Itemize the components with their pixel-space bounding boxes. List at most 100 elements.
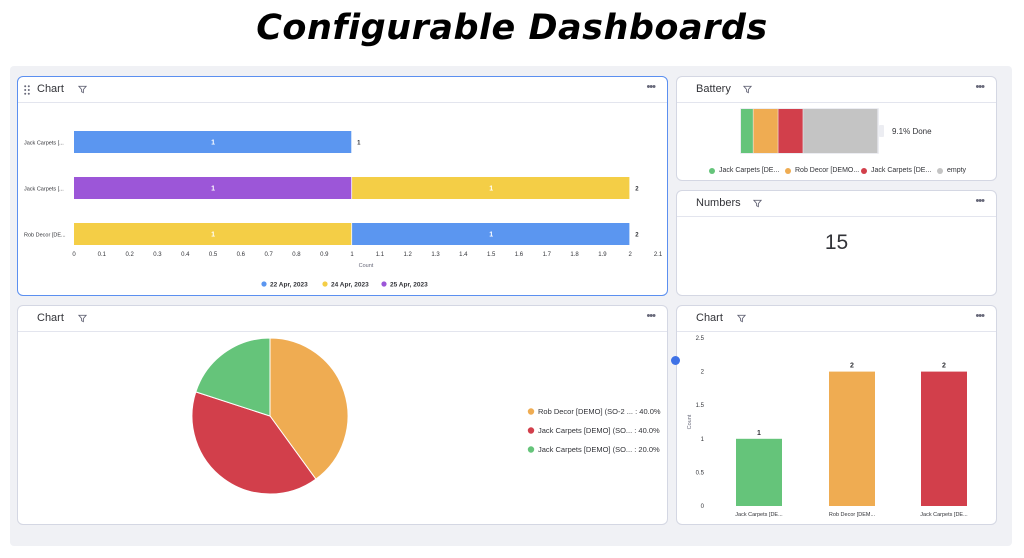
battery-cap	[879, 125, 884, 137]
battery-legend-item: Jack Carpets [DE...	[709, 167, 779, 174]
bar-segment	[352, 177, 630, 199]
battery-legend-item: empty	[937, 167, 966, 174]
legend-dot	[322, 281, 328, 287]
more-icon[interactable]: •••	[646, 81, 656, 93]
more-icon[interactable]: •••	[646, 310, 656, 322]
x-tick-label: 1.5	[487, 252, 496, 258]
legend-dot	[527, 446, 535, 453]
drag-handle-icon[interactable]	[24, 85, 30, 95]
bar-value-label: 1	[489, 232, 493, 239]
bar-segment	[74, 131, 352, 153]
widget-header: Chart •••	[18, 306, 667, 332]
x-tick-label: 1.1	[376, 252, 385, 258]
legend-dot	[527, 427, 535, 434]
legend-dot	[861, 167, 867, 174]
filter-icon[interactable]	[753, 199, 762, 208]
y-tick-label: 0.5	[696, 470, 705, 476]
x-tick-label: Jack Carpets [DE...	[920, 512, 968, 518]
legend-label: 24 Apr, 2023	[331, 282, 369, 289]
battery-legend-item: Rob Decor [DEMO...	[785, 167, 859, 174]
bar-total-label: 2	[635, 233, 639, 239]
more-icon[interactable]: •••	[975, 310, 985, 322]
category-label: Rob Decor [DE...	[24, 233, 66, 239]
battery-done-label: 9.1% Done	[892, 127, 932, 136]
category-label: Jack Carpets [...	[24, 141, 64, 147]
widget-title: Chart	[696, 312, 723, 324]
legend-label: Rob Decor [DEMO] (SO-2 ... : 40.0%	[538, 407, 661, 416]
more-icon[interactable]: •••	[975, 195, 985, 207]
column-bar	[736, 438, 782, 506]
battery-legend-item: Jack Carpets [DE...	[861, 167, 931, 174]
legend-dot	[937, 167, 943, 174]
battery-segment	[753, 109, 778, 153]
column-chart-widget[interactable]: Chart ••• 0 0.5 1 1.5 2 2.5 Count 1 Jack Carpets…	[676, 305, 997, 525]
bar-segment	[352, 223, 630, 245]
x-tick-label: 0.1	[98, 252, 107, 258]
x-tick-label: 1.3	[431, 252, 440, 258]
x-tick-label: 1.4	[459, 252, 468, 258]
bar-segment	[74, 223, 352, 245]
column-bar	[921, 371, 967, 506]
x-tick-label: 1.7	[543, 252, 552, 258]
numbers-widget[interactable]: Numbers ••• 15	[676, 190, 997, 296]
widget-title: Chart	[37, 83, 64, 95]
bar-value-label: 1	[211, 140, 215, 147]
x-tick-label: 0.3	[153, 252, 162, 258]
x-axis-label: Count	[359, 263, 374, 269]
pie-chart-widget[interactable]: Chart ••• Rob Decor [DEMO] (SO-2 ... : 4…	[17, 305, 668, 525]
x-tick-label: 2.1	[654, 252, 663, 258]
legend-label: 25 Apr, 2023	[390, 282, 428, 289]
filter-icon[interactable]	[78, 314, 87, 323]
bar-chart: Jack Carpets [... 1 1 Jack Carpets [... 1 1 2 R…	[24, 131, 663, 289]
legend-label: 22 Apr, 2023	[270, 282, 308, 289]
x-tick-label: 1.9	[598, 252, 607, 258]
legend-label: Jack Carpets [DE...	[871, 167, 932, 174]
x-tick-label: 0	[72, 252, 76, 258]
more-icon[interactable]: •••	[975, 81, 985, 93]
dashboard-canvas: Chart ••• Jack Carpets [... 1 1 Jack Carpet…	[10, 66, 1012, 546]
y-tick-label: 2.5	[696, 336, 705, 342]
y-tick-label: 0	[701, 504, 705, 510]
y-tick-label: 2	[701, 370, 705, 376]
legend-dot	[261, 281, 267, 287]
number-value: 15	[824, 231, 849, 254]
filter-icon[interactable]	[737, 314, 746, 323]
bar-value-label: 1	[211, 186, 215, 193]
pie-chart: Rob Decor [DEMO] (SO-2 ... : 40.0% Jack C…	[191, 337, 661, 495]
battery-bar	[740, 108, 884, 154]
x-tick-label: 0.9	[320, 252, 329, 258]
pie-slice	[195, 337, 271, 417]
widget-title: Chart	[37, 312, 64, 324]
bar-chart-widget[interactable]: Chart ••• Jack Carpets [... 1 1 Jack Carpet…	[17, 76, 668, 296]
legend-dot	[381, 281, 387, 287]
legend-label: Jack Carpets [DE...	[719, 167, 780, 174]
battery-widget[interactable]: Battery ••• 9.1% Done Jack Carpets [DE..…	[676, 76, 997, 181]
battery-segment	[778, 109, 803, 153]
legend-label: Jack Carpets [DEMO] (SO... : 40.0%	[538, 426, 660, 435]
x-tick-label: 1.2	[404, 252, 413, 258]
legend-label: empty	[947, 167, 967, 174]
legend-dot	[527, 408, 535, 415]
y-axis-label: Count	[687, 414, 693, 429]
bar-total-label: 2	[635, 187, 639, 193]
filter-icon[interactable]	[743, 85, 752, 94]
resize-handle[interactable]	[671, 356, 680, 365]
category-label: Jack Carpets [...	[24, 187, 64, 193]
pie-slice	[269, 337, 349, 480]
column-value-label: 2	[850, 363, 854, 370]
column-value-label: 2	[942, 363, 946, 370]
column-bar	[829, 371, 875, 506]
x-tick-label: 0.8	[292, 252, 301, 258]
legend-label: Jack Carpets [DEMO] (SO... : 20.0%	[538, 445, 660, 454]
y-tick-label: 1	[701, 437, 705, 443]
column-value-label: 1	[757, 430, 761, 437]
pie-slice	[191, 391, 317, 495]
x-tick-label: Rob Decor [DEM...	[829, 512, 876, 518]
legend-dot	[709, 167, 715, 174]
column-chart: 0 0.5 1 1.5 2 2.5 Count 1 Jack Carpets [DE... 2 Ro…	[687, 336, 968, 518]
x-tick-label: Jack Carpets [DE...	[735, 512, 783, 518]
x-tick-label: 0.7	[264, 252, 273, 258]
x-tick-label: 0.5	[209, 252, 218, 258]
filter-icon[interactable]	[78, 85, 87, 94]
page-title: Configurable Dashboards	[256, 8, 768, 48]
